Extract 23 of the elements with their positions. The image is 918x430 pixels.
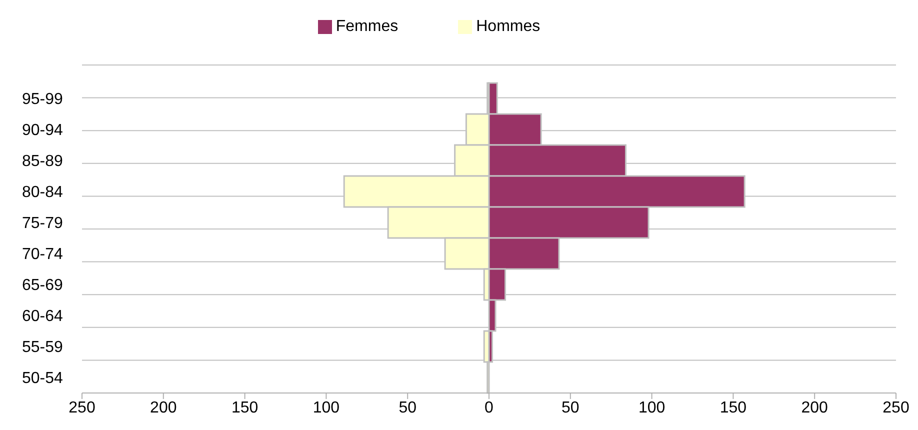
y-tick-label: 70-74 xyxy=(22,246,64,264)
legend-label: Hommes xyxy=(476,18,540,35)
y-tick-label: 80-84 xyxy=(22,184,64,202)
y-tick-label: 95-99 xyxy=(22,91,64,108)
legend-label: Femmes xyxy=(336,18,398,35)
x-tick-label: 150 xyxy=(231,399,258,416)
y-tick-label: 75-79 xyxy=(22,215,64,232)
y-tick-label: 85-89 xyxy=(22,153,64,170)
y-tick-label: 90-94 xyxy=(22,122,64,140)
x-tick-label: 200 xyxy=(150,399,177,416)
x-tick-label: 50 xyxy=(562,399,580,416)
x-tick-label: 100 xyxy=(638,399,666,416)
x-tick-label: 100 xyxy=(312,399,340,416)
y-tick-label: 65-69 xyxy=(22,277,64,294)
x-tick-label: 50 xyxy=(398,399,417,416)
x-tick-label: 200 xyxy=(801,399,828,416)
y-tick-label: 50-54 xyxy=(22,370,64,388)
x-tick-label: 0 xyxy=(484,399,494,416)
x-tick-label: 250 xyxy=(68,399,96,416)
x-tick-label: 150 xyxy=(720,399,747,416)
x-tick-label: 250 xyxy=(882,399,910,416)
y-tick-label: 60-64 xyxy=(22,308,64,326)
y-tick-label: 55-59 xyxy=(22,339,64,356)
